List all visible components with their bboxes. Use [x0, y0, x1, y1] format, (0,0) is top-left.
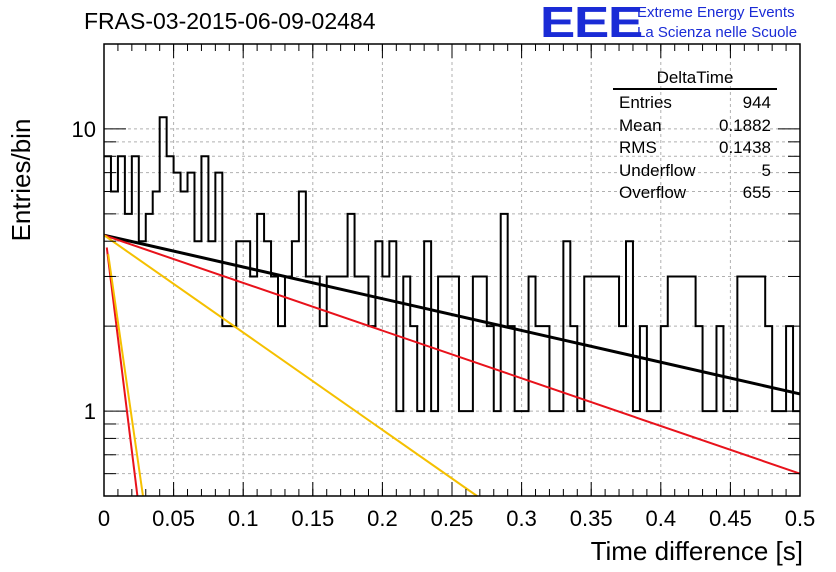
stats-row-overflow: Overflow 655 — [613, 182, 777, 205]
stats-label: Mean — [619, 115, 662, 135]
stats-value: 0.1882 — [719, 115, 771, 135]
fit-curve-red — [105, 247, 139, 497]
stats-label: Overflow — [619, 183, 687, 202]
chart-title: FRAS-03-2015-06-09-02484 — [84, 8, 376, 34]
x-tick-label: 0.3 — [506, 506, 537, 531]
stats-value: 655 — [742, 183, 771, 202]
x-tick-labels: 0 0.05 0.1 0.15 0.2 0.25 0.3 0.35 0.4 0.45 0.5 — [98, 506, 815, 531]
stats-box-title: DeltaTime — [613, 68, 777, 90]
stats-box: DeltaTime Entries 944 Mean 0.1882 RMS 0.… — [613, 68, 777, 205]
x-tick-label: 0.15 — [291, 506, 334, 531]
stats-row-underflow: Underflow 5 — [613, 160, 777, 183]
x-tick-label: 0.5 — [785, 506, 816, 531]
x-tick-label: 0.05 — [152, 506, 195, 531]
stats-label: RMS — [619, 138, 657, 157]
x-tick-label: 0.1 — [228, 506, 259, 531]
y-tick-labels: 1 10 — [72, 117, 96, 424]
fit-curve-yellow — [103, 234, 478, 497]
fit-curves — [103, 233, 801, 497]
x-tick-label: 0 — [98, 506, 110, 531]
logo-tagline-1: Extreme Energy Events — [637, 4, 795, 21]
y-axis-label: Entries/bin — [6, 119, 36, 242]
histogram-outline — [104, 116, 800, 413]
stats-row-rms: RMS 0.1438 — [613, 137, 777, 160]
stats-row-entries: Entries 944 — [613, 92, 777, 115]
x-tick-label: 0.45 — [709, 506, 752, 531]
fit-curve-yellow — [107, 253, 144, 497]
y-tick-label: 1 — [84, 399, 96, 424]
y-tick-label: 10 — [72, 117, 96, 142]
logo-tagline-2: La Scienza nelle Scuole — [637, 24, 798, 41]
fit-curve-black — [103, 233, 801, 396]
histogram — [104, 116, 800, 413]
stats-value: 5 — [761, 160, 771, 180]
x-tick-label: 0.4 — [646, 506, 677, 531]
fit-curve-red — [103, 234, 801, 475]
eee-logo: EEE — [540, 0, 643, 47]
axis-ticks — [103, 43, 801, 497]
x-tick-label: 0.2 — [367, 506, 398, 531]
stats-row-mean: Mean 0.1882 — [613, 115, 777, 138]
x-tick-label: 0.25 — [431, 506, 474, 531]
x-axis-label: Time difference [s] — [591, 536, 803, 566]
stats-value: 0.1438 — [719, 138, 771, 157]
stats-label: Underflow — [619, 160, 696, 180]
x-tick-label: 0.35 — [570, 506, 613, 531]
stats-label: Entries — [619, 93, 672, 112]
stats-value: 944 — [742, 93, 771, 112]
